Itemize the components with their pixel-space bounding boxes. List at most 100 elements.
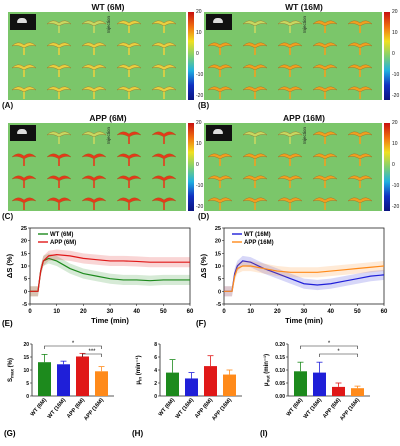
x-tick-label: 30 (301, 309, 308, 315)
brain-slice (347, 131, 373, 144)
brain-slice (81, 42, 107, 55)
brain-slice (116, 20, 142, 33)
brain-slice (312, 153, 338, 166)
brain-slice (46, 175, 72, 188)
legend-entry: WT (16M) (244, 232, 271, 238)
legend-entry: APP (16M) (244, 240, 274, 246)
y-tick-label: 8 (154, 342, 157, 348)
map-title: APP (16M) (283, 113, 325, 123)
colorbar-tick-label: -10 (196, 183, 204, 189)
brain-slice (81, 175, 107, 188)
y-tick-label: 0.20 (275, 342, 285, 348)
brain-slice (207, 42, 233, 55)
bar (294, 371, 307, 396)
y-tick-label: 0 (24, 289, 27, 295)
anatomy-inset-shape (17, 129, 27, 134)
map-title: WT (6M) (91, 2, 125, 12)
brain-slice (151, 64, 177, 77)
brain-slice (11, 64, 37, 77)
brain-map-B: Injection (204, 12, 382, 100)
anatomy-inset-shape (213, 129, 223, 134)
map-title: APP (6M) (89, 113, 127, 123)
brain-slice (116, 197, 142, 210)
brain-slice (312, 86, 338, 99)
y-tick-label: 0 (218, 289, 221, 295)
brain-slice (116, 42, 142, 55)
brain-slice (81, 197, 107, 210)
y-tick-label: -5 (216, 302, 221, 308)
x-tick-label: 10 (247, 309, 254, 315)
panel-label: (I) (260, 429, 268, 438)
category-label: WT (16M) (47, 397, 67, 420)
brain-slice (207, 153, 233, 166)
brain-slice (242, 64, 268, 77)
brain-slice (46, 42, 72, 55)
panel-label: (C) (2, 212, 14, 221)
colorbar-tick-label: 10 (392, 141, 398, 147)
brain-slice (207, 64, 233, 77)
x-axis-label: Time (min) (285, 316, 323, 325)
x-tick-label: 50 (354, 309, 361, 315)
y-tick-label: 5 (218, 277, 221, 283)
bar (38, 362, 51, 396)
brain-slice (11, 175, 37, 188)
bar (223, 374, 236, 396)
x-tick-label: 30 (107, 309, 114, 315)
y-tick-label: 15 (23, 355, 29, 361)
x-tick-label: 20 (80, 309, 87, 315)
brain-slice (347, 175, 373, 188)
y-tick-label: 25 (215, 226, 221, 232)
brain-slice (151, 153, 177, 166)
y-tick-label: 0.05 (275, 381, 285, 387)
panel-label: (F) (196, 319, 207, 328)
category-label: WT (6M) (286, 397, 304, 417)
brain-slice (81, 153, 107, 166)
colorbar-tick-label: -10 (392, 72, 400, 78)
brain-slice (347, 153, 373, 166)
brain-slice (347, 64, 373, 77)
category-label: WT (6M) (30, 397, 48, 417)
y-tick-label: 10 (23, 368, 29, 374)
brain-slice (11, 197, 37, 210)
y-axis-label: Smax (%) (8, 358, 15, 382)
brain-slice (11, 86, 37, 99)
panel-label: (A) (2, 101, 14, 110)
brain-slice (277, 20, 303, 33)
brain-slice (277, 86, 303, 99)
x-tick-label: 60 (187, 309, 194, 315)
y-tick-label: 20 (21, 239, 27, 245)
brain-slice (277, 197, 303, 210)
x-tick-label: 40 (133, 309, 140, 315)
brain-slice (151, 197, 177, 210)
brain-slice (151, 20, 177, 33)
map-title: WT (16M) (285, 2, 323, 12)
brain-slice (11, 153, 37, 166)
y-axis-label: μout (min⁻¹) (263, 354, 271, 386)
brain-slice (312, 64, 338, 77)
y-tick-label: 0.00 (275, 394, 285, 400)
colorbar-tick-label: 0 (196, 162, 199, 168)
x-tick-label: 40 (327, 309, 334, 315)
y-tick-label: -5 (22, 302, 27, 308)
brain-slice (277, 42, 303, 55)
y-tick-label: 0 (26, 394, 29, 400)
y-tick-label: 0.15 (275, 355, 285, 361)
category-label: WT (6M) (158, 397, 176, 417)
x-tick-label: 0 (222, 309, 226, 315)
sig-mark: *** (88, 349, 96, 355)
panel-label: (B) (198, 101, 210, 110)
y-tick-label: 10 (215, 264, 221, 270)
brain-slice (277, 153, 303, 166)
y-axis-label: μin (min⁻¹) (135, 355, 143, 384)
bar (351, 388, 364, 396)
colorbar-tick-label: -10 (392, 183, 400, 189)
brain-slice (116, 131, 142, 144)
anatomy-inset-shape (17, 18, 27, 23)
bar (204, 366, 217, 396)
x-tick-label: 0 (28, 309, 32, 315)
category-label: APP (6M) (322, 397, 342, 419)
sig-mark: * (337, 349, 340, 355)
brain-slice (347, 197, 373, 210)
